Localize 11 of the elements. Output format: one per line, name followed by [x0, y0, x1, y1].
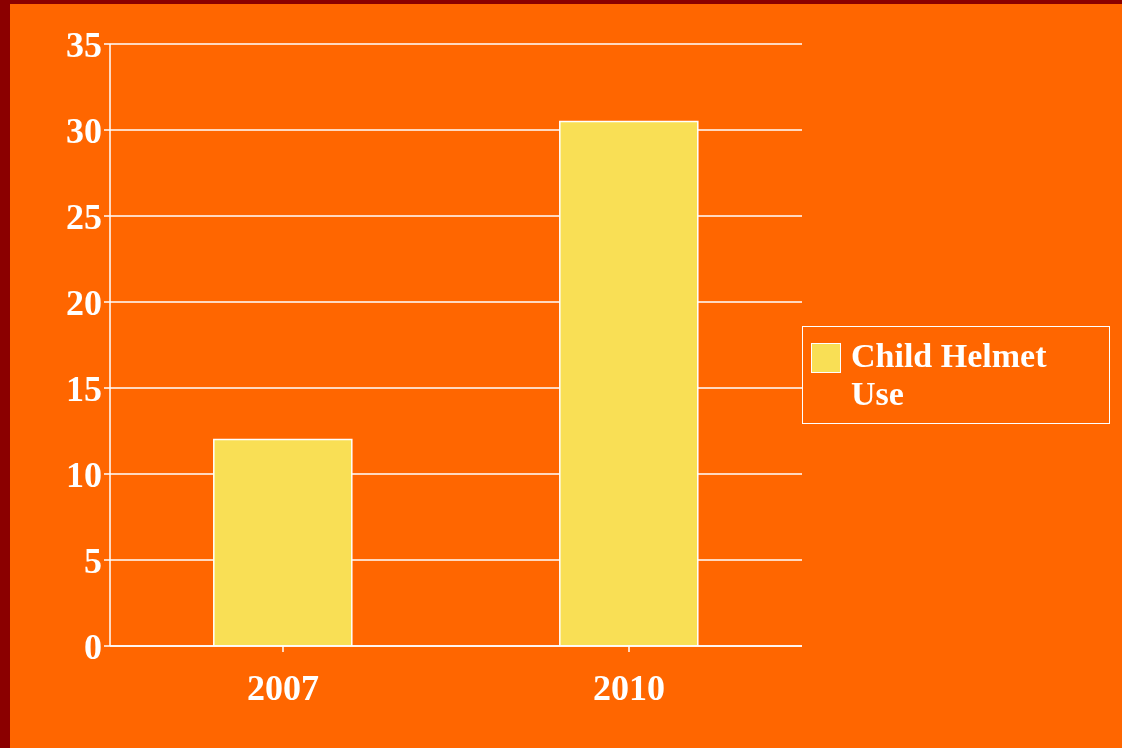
y-tick-label: 30	[66, 110, 102, 151]
x-tick-label: 2010	[593, 667, 665, 708]
y-tick-label: 5	[84, 540, 102, 581]
y-tick-label: 15	[66, 368, 102, 409]
y-tick-label: 10	[66, 454, 102, 495]
y-tick-label: 35	[66, 24, 102, 65]
y-tick-label: 20	[66, 282, 102, 323]
legend-label: Child Helmet Use	[851, 337, 1048, 413]
y-tick-label: 0	[84, 626, 102, 667]
x-tick-label: 2007	[247, 667, 319, 708]
y-tick-label: 25	[66, 196, 102, 237]
